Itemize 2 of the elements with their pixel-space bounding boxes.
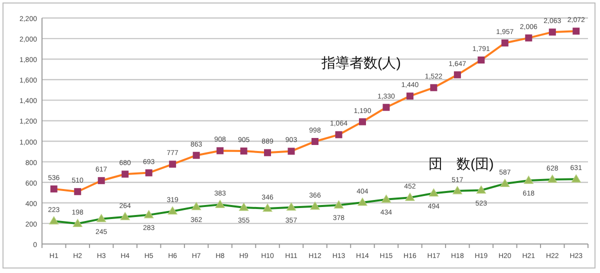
series-label: 指導者数(人): [320, 54, 401, 70]
series-label: 団 数(団): [428, 155, 494, 172]
